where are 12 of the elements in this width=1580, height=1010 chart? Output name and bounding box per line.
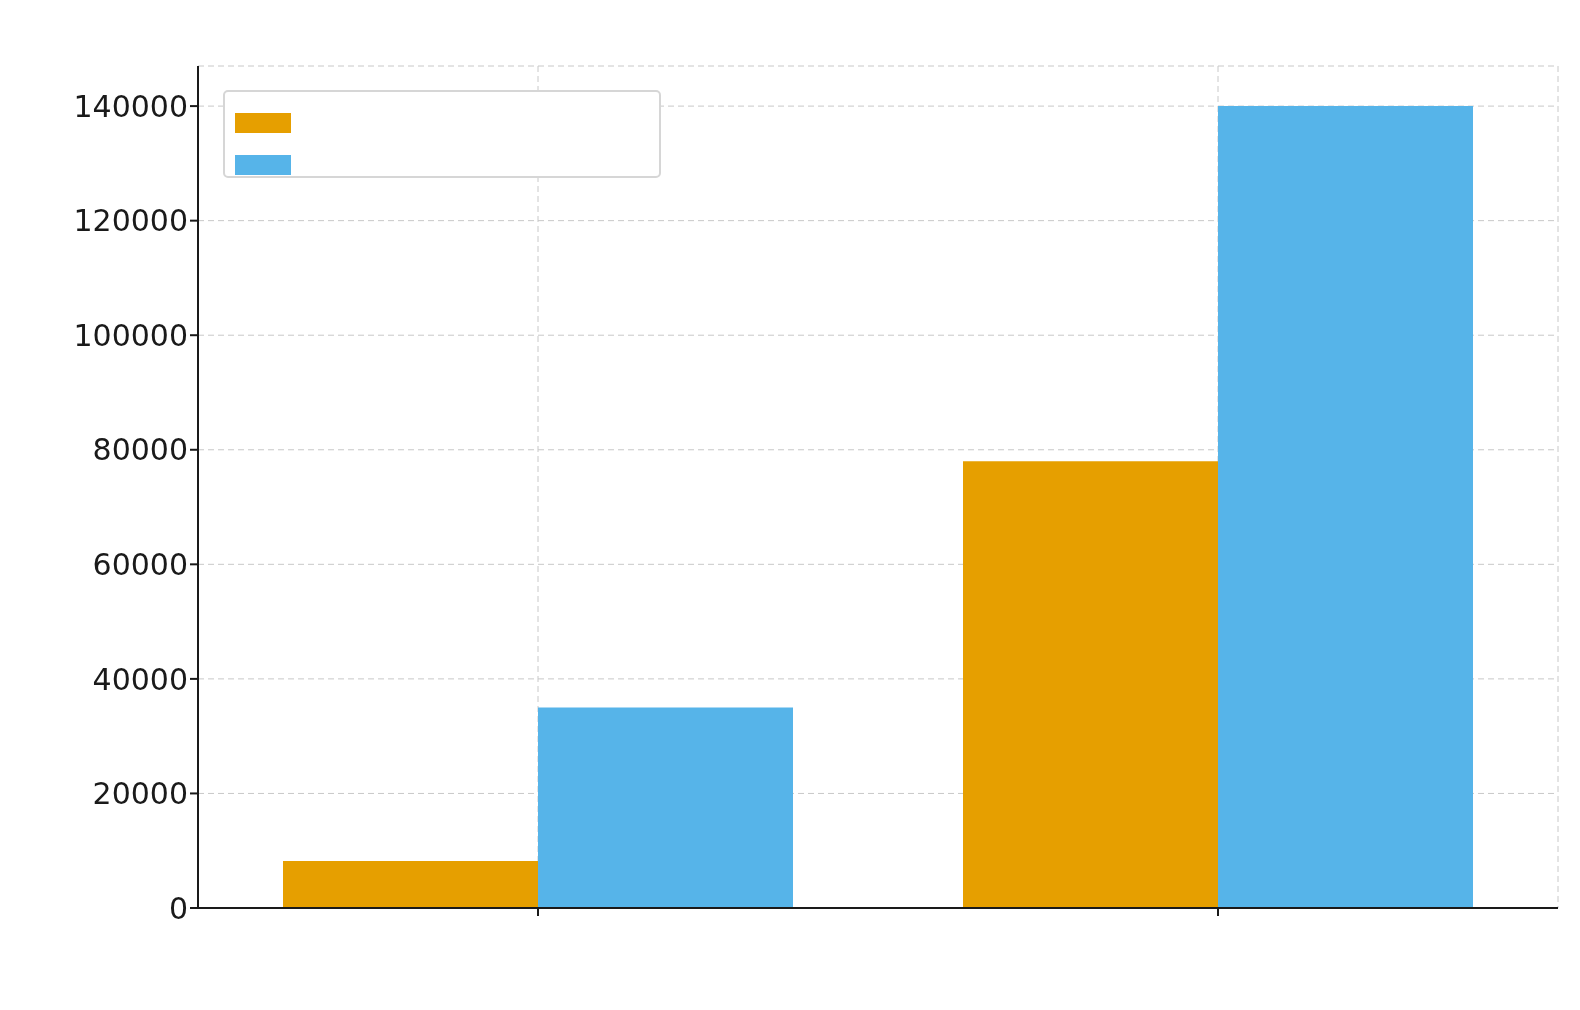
bar bbox=[963, 461, 1218, 908]
bar bbox=[1218, 106, 1473, 908]
y-tick-label: 100000 bbox=[73, 317, 188, 353]
y-tick-label: 20000 bbox=[92, 776, 188, 812]
y-tick-label: 140000 bbox=[73, 88, 188, 124]
bar bbox=[283, 861, 538, 908]
bar bbox=[538, 707, 793, 908]
y-tick-label: 0 bbox=[168, 890, 188, 926]
y-tick-label: 40000 bbox=[92, 661, 188, 697]
y-tick-label: 60000 bbox=[92, 546, 188, 582]
y-tick-label: 120000 bbox=[73, 203, 188, 239]
y-tick-label: 80000 bbox=[92, 432, 188, 468]
